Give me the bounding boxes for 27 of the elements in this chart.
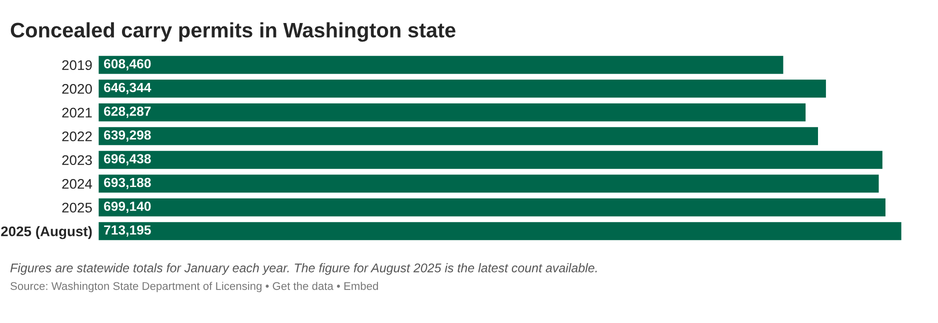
- bar: [98, 102, 807, 123]
- bar: [98, 78, 828, 100]
- y-tick-label: 2024: [62, 178, 92, 189]
- data-label: 608,460: [104, 59, 151, 70]
- y-tick-label: 2025: [62, 202, 92, 213]
- data-label: 693,188: [104, 178, 151, 190]
- data-label: 713,195: [104, 225, 151, 237]
- data-label: 628,287: [104, 106, 151, 118]
- data-label: 696,438: [104, 154, 151, 166]
- bar: [98, 173, 880, 194]
- data-label: 639,298: [104, 130, 151, 142]
- text: Figures are statewide totals for January each year. The figure for August 2025 is the latest count available.: [10, 263, 597, 275]
- y-tick-label: 2025 (August): [1, 226, 92, 240]
- source-note: Source: Washington State Department of Licensing • Get the data • Embed: [10, 282, 378, 292]
- data-label: 699,140: [104, 202, 151, 213]
- bar: [98, 220, 902, 242]
- y-tick-label: 2019: [62, 60, 92, 70]
- bar: [98, 54, 785, 76]
- y-tick-label: 2021: [62, 108, 92, 118]
- bar: [98, 149, 884, 170]
- chart-title: Concealed carry permits in Washington state: [10, 22, 456, 42]
- bar: [98, 126, 820, 147]
- data-label: 646,344: [104, 82, 152, 94]
- y-tick-label: 2022: [62, 131, 92, 142]
- bar: [98, 196, 887, 218]
- y-tick-label: 2020: [62, 84, 92, 94]
- y-tick-label: 2023: [62, 155, 92, 166]
